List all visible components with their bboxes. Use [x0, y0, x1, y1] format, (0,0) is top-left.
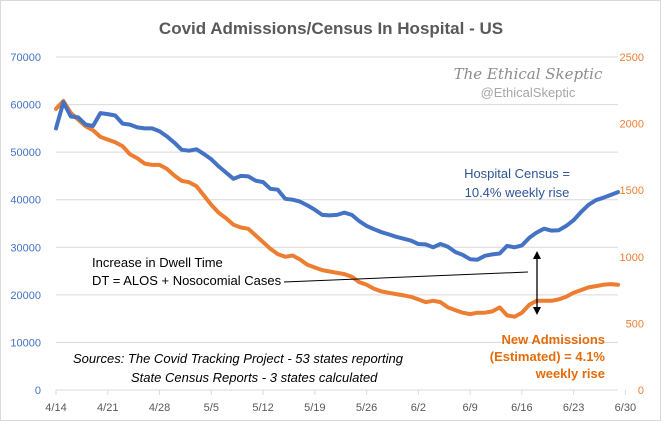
watermark-name: The Ethical Skeptic [454, 65, 603, 83]
census-series-line [54, 100, 620, 262]
sources-line1: Sources: The Covid Tracking Project - 53… [73, 351, 404, 366]
left-tick-label: 20000 [10, 290, 41, 302]
right-tick-label: 2000 [620, 119, 644, 131]
right-tick-label: 2500 [620, 52, 644, 64]
x-tick-label: 6/9 [462, 402, 477, 414]
watermark-handle: @EthicalSkeptic [481, 85, 576, 100]
admissions-annotation-line3: weekly rise [535, 366, 605, 381]
x-tick-label: 5/5 [204, 402, 219, 414]
right-tick-label: 0 [638, 385, 644, 397]
x-tick-label: 6/16 [511, 402, 532, 414]
x-tick-label: 6/23 [563, 402, 584, 414]
grid-layer [56, 56, 618, 391]
dwell-annotation-line2: DT = ALOS + Nosocomial Cases [92, 273, 282, 288]
x-tick-label: 6/2 [411, 402, 426, 414]
admissions-series-line [54, 99, 620, 319]
x-tick-label: 4/14 [45, 402, 66, 414]
x-axis-ticks: 4/14 4/21 4/28 5/5 5/12 5/19 5/26 6/2 6/9 6/16 6/2… [45, 390, 636, 414]
left-tick-label: 40000 [10, 195, 41, 207]
left-tick-label: 50000 [10, 147, 41, 159]
x-tick-label: 5/12 [252, 402, 273, 414]
left-tick-label: 0 [35, 385, 41, 397]
x-tick-label: 4/28 [149, 402, 170, 414]
dwell-annotation-line1: Increase in Dwell Time [92, 255, 223, 270]
dwell-arrow-down-icon [533, 307, 541, 315]
left-tick-label: 30000 [10, 242, 41, 254]
admissions-annotation-line2: (Estimated) = 4.1% [490, 349, 606, 364]
census-annotation-line2: 10.4% weekly rise [465, 185, 570, 200]
right-tick-label: 500 [626, 318, 644, 330]
right-tick-label: 1500 [620, 185, 644, 197]
x-tick-label: 6/30 [615, 402, 636, 414]
left-axis-ticks: 0 10000 20000 30000 40000 50000 60000 70000 [10, 52, 41, 397]
left-tick-label: 70000 [10, 52, 41, 64]
right-tick-label: 1000 [620, 252, 644, 264]
left-tick-label: 60000 [10, 100, 41, 112]
dwell-pointer-line [283, 271, 529, 283]
left-tick-label: 10000 [10, 337, 41, 349]
right-axis-ticks: 0 500 1000 1500 2000 2500 [620, 52, 644, 397]
x-tick-label: 5/19 [304, 402, 325, 414]
sources-line2: State Census Reports - 3 states calculat… [131, 370, 378, 385]
x-tick-label: 4/21 [97, 402, 118, 414]
series-layer [54, 99, 620, 319]
admissions-annotation-line1: New Admissions [501, 332, 605, 347]
chart-title: Covid Admissions/Census In Hospital - US [159, 19, 503, 38]
dwell-arrow-up-icon [533, 251, 541, 259]
x-tick-label: 5/26 [356, 402, 377, 414]
census-annotation-line1: Hospital Census = [464, 166, 570, 181]
